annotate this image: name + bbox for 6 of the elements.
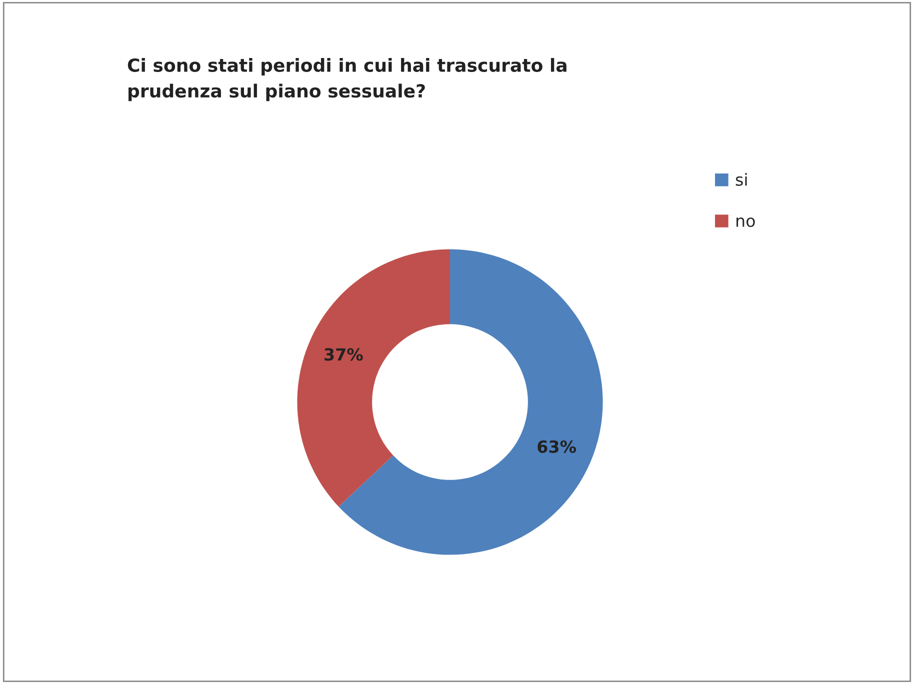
legend-label: si bbox=[736, 173, 747, 186]
data-label: 63% bbox=[538, 440, 576, 453]
chart-title: Ci sono stati periodi in cui hai trascurato la prudenza sul piano sessuale? bbox=[128, 58, 566, 102]
legend-label: no bbox=[736, 217, 755, 228]
donut-slice bbox=[297, 249, 450, 507]
data-label: 37% bbox=[324, 348, 363, 361]
